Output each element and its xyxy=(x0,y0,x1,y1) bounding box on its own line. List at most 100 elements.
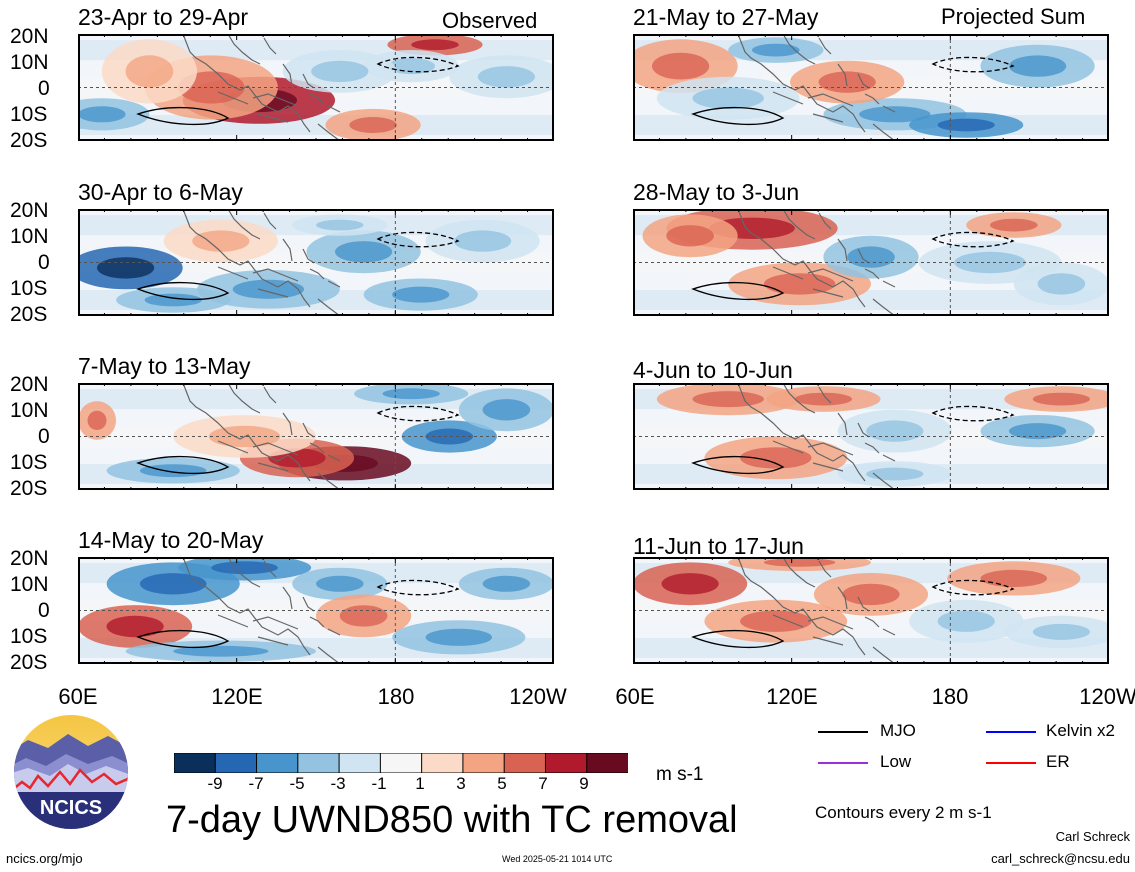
panel-frame xyxy=(633,34,1109,141)
lat-tick-label: 10S xyxy=(10,277,48,300)
colorbar xyxy=(174,753,628,773)
lon-tick-label: 120W xyxy=(1079,684,1135,709)
map-panel-obs-1 xyxy=(78,34,554,141)
colorbar-swatch xyxy=(338,753,382,773)
colorbar-tick-label: 3 xyxy=(456,774,466,793)
contour-line xyxy=(136,629,230,649)
contour-line xyxy=(931,405,1015,422)
lat-tick-label: 10N xyxy=(10,573,49,596)
panel-frame xyxy=(633,383,1109,490)
svg-text:NCICS: NCICS xyxy=(40,797,102,819)
lat-tick-label: 0 xyxy=(38,77,50,100)
panel-title: 4-Jun to 10-Jun xyxy=(633,357,793,383)
panel-title: 14-May to 20-May xyxy=(78,527,264,553)
site-url[interactable]: ncics.org/mjo xyxy=(6,851,83,866)
colorbar-swatch xyxy=(462,753,506,773)
coastline xyxy=(737,209,896,316)
lat-tick-label: 20N xyxy=(10,373,49,396)
ncics-logo: NCICS xyxy=(14,715,128,829)
panel-title: 30-Apr to 6-May xyxy=(78,179,243,205)
colorbar-swatch xyxy=(256,753,299,773)
colorbar-tick-label: -5 xyxy=(289,774,305,793)
colorbar-swatch xyxy=(586,753,628,773)
contour-note: Contours every 2 m s-1 xyxy=(815,803,992,822)
lat-tick-label: 20S xyxy=(10,303,48,326)
projected-sum-label: Projected Sum xyxy=(941,4,1086,29)
map-panel-proj-1 xyxy=(633,34,1109,141)
lat-tick-label: 10N xyxy=(10,399,49,422)
contour-line xyxy=(931,579,1015,596)
colorbar-swatch xyxy=(421,753,464,773)
colorbar-tick-label: -3 xyxy=(330,774,346,793)
lat-tick-label: 10S xyxy=(10,625,48,648)
contour-line xyxy=(376,231,460,248)
colorbar-tick-label: -7 xyxy=(248,774,264,793)
coastline xyxy=(737,383,896,490)
lat-tick-label: 0 xyxy=(38,425,50,448)
panel-title: 28-May to 3-Jun xyxy=(633,179,800,205)
panel-title: 11-Jun to 17-Jun xyxy=(633,533,804,559)
author-email[interactable]: carl_schreck@ncsu.edu xyxy=(991,851,1130,866)
panel-frame xyxy=(78,383,554,490)
legend-label-mjo: MJO xyxy=(880,721,916,740)
map-panel-proj-4 xyxy=(633,557,1109,664)
contour-line xyxy=(691,455,785,475)
lon-tick-label: 180 xyxy=(931,684,969,709)
legend-label-kelvin: Kelvin x2 xyxy=(1046,721,1115,740)
coastline xyxy=(182,34,341,141)
panel-frame xyxy=(78,209,554,316)
coastline xyxy=(182,383,341,490)
colorbar-swatch xyxy=(503,753,547,773)
map-panel-obs-4 xyxy=(78,557,554,664)
contour-line xyxy=(136,455,230,475)
lat-tick-label: 10N xyxy=(10,225,49,248)
lat-tick-label: 20N xyxy=(10,25,49,48)
panel-frame xyxy=(78,34,554,141)
map-panel-obs-2 xyxy=(78,209,554,316)
coastline xyxy=(182,557,341,664)
lat-tick-label: 20N xyxy=(10,547,49,570)
lat-tick-label: 0 xyxy=(38,251,50,274)
panel-title: 23-Apr to 29-Apr xyxy=(78,4,249,30)
lat-tick-label: 20S xyxy=(10,651,48,674)
contour-line xyxy=(691,629,785,649)
panel-title: 7-May to 13-May xyxy=(78,353,251,379)
observed-label: Observed xyxy=(442,8,538,33)
lon-tick-label: 120W xyxy=(509,684,567,709)
legend-label-er: ER xyxy=(1046,752,1070,771)
lon-tick-label: 180 xyxy=(377,684,415,709)
contour-line xyxy=(931,56,1015,73)
coastline xyxy=(182,209,341,316)
contour-line xyxy=(136,281,230,301)
lon-tick-label: 60E xyxy=(58,684,98,709)
colorbar-tick-label: 5 xyxy=(497,774,507,793)
map-panel-proj-2 xyxy=(633,209,1109,316)
panel-title: 21-May to 27-May xyxy=(633,4,819,30)
lat-tick-label: 10S xyxy=(10,451,48,474)
panel-frame xyxy=(633,557,1109,664)
lat-tick-label: 10N xyxy=(10,51,49,74)
coastline xyxy=(737,34,896,141)
lat-tick-label: 0 xyxy=(38,599,50,622)
colorbar-swatch xyxy=(379,753,423,773)
colorbar-swatch xyxy=(297,753,341,773)
legend-label-low: Low xyxy=(880,752,912,771)
colorbar-units: m s-1 xyxy=(656,764,704,785)
colorbar-tick-label: 1 xyxy=(415,774,425,793)
main-title: 7-day UWND850 with TC removal xyxy=(166,799,738,841)
contour-line xyxy=(136,106,230,126)
contour-line xyxy=(691,281,785,301)
map-panel-proj-3 xyxy=(633,383,1109,490)
author-name: Carl Schreck xyxy=(1055,829,1130,844)
lon-tick-label: 120E xyxy=(766,684,818,709)
lon-tick-label: 120E xyxy=(211,684,263,709)
coastline xyxy=(737,557,896,664)
legend-line-kelvin xyxy=(986,731,1036,733)
lat-tick-label: 20N xyxy=(10,199,49,222)
panel-frame xyxy=(633,209,1109,316)
legend-line-er xyxy=(986,762,1036,764)
contour-line xyxy=(376,56,460,73)
lon-tick-label: 60E xyxy=(615,684,655,709)
colorbar-tick-label: 7 xyxy=(538,774,548,793)
lat-tick-label: 20S xyxy=(10,129,48,152)
